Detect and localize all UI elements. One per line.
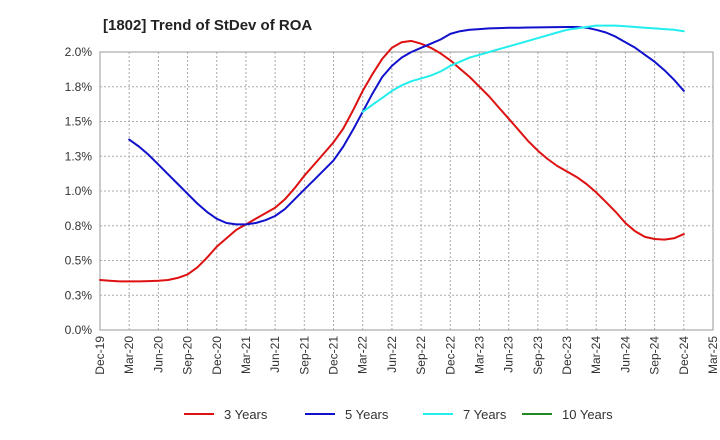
x-tick-label: Sep-24 [648,336,662,375]
x-tick-label: Mar-23 [472,336,486,374]
x-tick-label: Jun-21 [268,336,282,373]
x-tick-label: Mar-21 [239,336,253,374]
x-tick-label: Jun-20 [151,336,165,373]
x-axis-ticks: Dec-19 Mar-20 Jun-20 Sep-20 Dec-20 Mar-21 Jun-… [93,336,720,375]
x-tick-label: Dec-24 [677,336,691,375]
x-tick-label: Sep-20 [181,336,195,375]
series-line-3-years [99,39,685,283]
y-tick-label: 0.5% [65,254,93,268]
y-tick-label: 1.8% [65,80,93,94]
x-tick-label: Dec-22 [443,336,457,375]
plot-area [99,51,714,331]
x-tick-label: Mar-24 [589,336,603,374]
legend-label-3-years: 3 Years [224,407,268,422]
y-axis-ticks: 0.0% 0.3% 0.5% 0.8% 1.0% 1.3% 1.5% 1.8% 2.0% [65,45,93,337]
legend: 3 Years 5 Years 7 Years 10 Years [184,407,613,422]
legend-label-5-years: 5 Years [345,407,389,422]
x-tick-label: Dec-23 [560,336,574,375]
x-tick-label: Dec-21 [327,336,341,375]
x-tick-label: Mar-22 [356,336,370,374]
x-tick-label: Sep-21 [297,336,311,375]
y-tick-label: 0.0% [65,323,93,337]
series-lines [99,24,685,283]
series-line-5-years [128,26,685,226]
y-tick-label: 0.3% [65,288,93,302]
y-tick-label: 1.5% [65,115,93,129]
y-tick-label: 0.8% [65,219,93,233]
chart-title: [1802] Trend of StDev of ROA [103,17,312,34]
y-tick-label: 2.0% [65,45,93,59]
x-tick-label: Mar-25 [706,336,720,374]
legend-label-7-years: 7 Years [463,407,507,422]
legend-label-10-years: 10 Years [562,407,613,422]
x-tick-label: Jun-22 [385,336,399,373]
x-tick-label: Sep-22 [414,336,428,375]
y-tick-label: 1.3% [65,149,93,163]
series-line-7-years [361,24,685,113]
x-tick-label: Dec-19 [93,336,107,375]
x-tick-label: Jun-23 [502,336,516,373]
y-tick-label: 1.0% [65,184,93,198]
x-tick-label: Sep-23 [531,336,545,375]
x-tick-label: Dec-20 [210,336,224,375]
x-tick-label: Jun-24 [618,336,632,373]
x-tick-label: Mar-20 [122,336,136,374]
